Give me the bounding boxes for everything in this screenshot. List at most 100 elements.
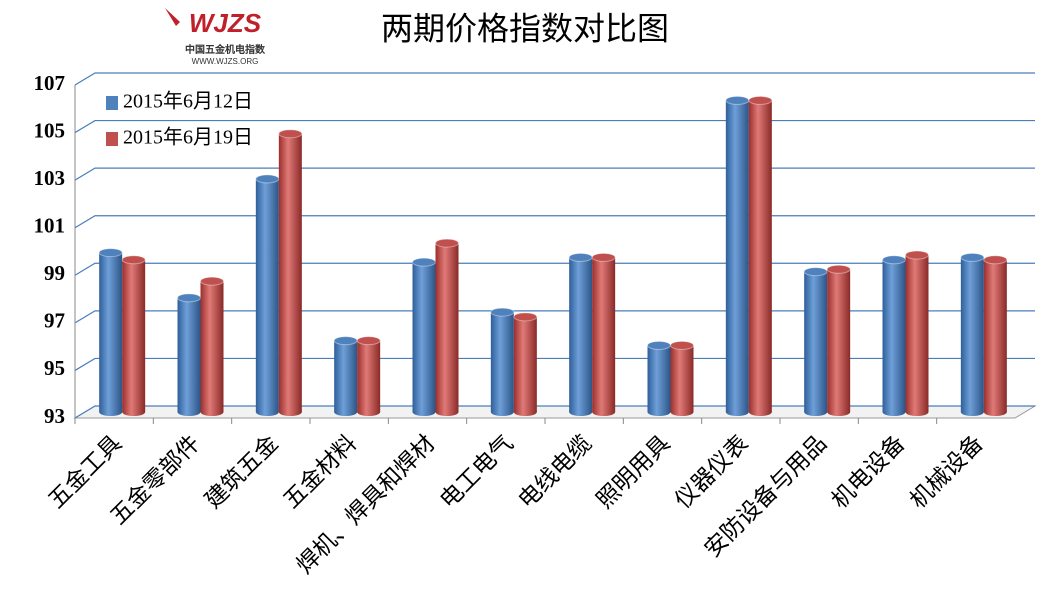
x-tick-label: 五金材料	[279, 430, 362, 513]
x-tick-label: 机电设备	[827, 430, 910, 513]
bar-top	[412, 257, 436, 267]
y-tick-label: 95	[44, 356, 65, 380]
bar-group	[670, 340, 694, 416]
bar-top	[905, 250, 929, 260]
legend-swatch	[106, 96, 118, 110]
bar-top	[356, 336, 381, 346]
bar	[255, 178, 279, 412]
bar-group	[905, 250, 929, 416]
bar-group	[882, 255, 906, 416]
bar	[960, 257, 984, 412]
grid-line	[74, 167, 1035, 181]
bar-top	[513, 312, 538, 322]
bar-group	[435, 238, 459, 416]
y-tick-label: 99	[44, 261, 65, 285]
bar	[804, 271, 828, 412]
bar-group	[200, 276, 224, 416]
bar	[670, 345, 694, 412]
bar	[983, 259, 1007, 412]
bar	[278, 133, 302, 412]
bar-top	[670, 340, 694, 350]
bar	[412, 262, 436, 412]
x-tick-label: 建筑五金	[200, 430, 283, 513]
bar-group	[121, 255, 146, 416]
logo-arrow	[165, 8, 180, 26]
bar-top	[435, 238, 459, 248]
bar	[490, 312, 514, 412]
legend-swatch	[106, 132, 118, 146]
y-tick-label: 93	[44, 404, 65, 428]
bar	[592, 257, 616, 412]
bar-top	[803, 267, 828, 277]
bar-group	[725, 95, 750, 416]
bar	[569, 257, 593, 412]
logo-name: 中国五金机电指数	[185, 43, 266, 56]
bar-top	[490, 307, 515, 317]
bar-group	[356, 336, 381, 416]
bar-top	[333, 336, 358, 346]
x-tick-label: 照明用具	[592, 430, 675, 513]
bar-top	[591, 252, 616, 262]
bar-group	[177, 293, 201, 416]
bar-group	[647, 340, 671, 416]
logo: WJZS 中国五金机电指数 WWW.WJZS.ORG	[165, 8, 266, 66]
x-tick-label: 仪器仪表	[670, 430, 753, 513]
bar	[334, 340, 358, 412]
bar-top	[725, 95, 750, 105]
bar-top	[882, 255, 906, 265]
bar	[827, 269, 851, 412]
bar-top	[647, 340, 671, 350]
grid-line	[74, 262, 1035, 276]
bar-group	[255, 174, 280, 416]
bar	[882, 259, 906, 412]
bar-group	[490, 307, 515, 416]
grid-line	[74, 405, 1035, 419]
bar	[513, 316, 537, 412]
bar-group	[960, 252, 985, 416]
bar	[200, 281, 224, 412]
bar-top	[278, 129, 303, 139]
bar-top	[121, 255, 146, 265]
x-tick-label: 电线电缆	[514, 430, 597, 513]
bar	[435, 243, 459, 412]
bar-top	[983, 255, 1008, 265]
bar	[177, 297, 201, 412]
chart-title: 两期价格指数对比图	[381, 10, 669, 46]
grid-line	[74, 119, 1035, 134]
bar-group	[983, 255, 1008, 416]
bar-group	[803, 267, 828, 416]
bar-group	[568, 252, 593, 416]
bar	[122, 259, 146, 412]
y-tick-label: 105	[34, 118, 66, 142]
bar-group	[591, 252, 616, 416]
y-tick-label: 97	[44, 309, 65, 333]
bar-group	[278, 129, 303, 416]
bar-group	[513, 312, 538, 416]
bar	[99, 252, 123, 412]
logo-site: WWW.WJZS.ORG	[192, 57, 259, 66]
bar-group	[98, 248, 123, 416]
logo-mark: WJZS	[189, 8, 262, 38]
bar-top	[826, 264, 851, 274]
bar-top	[200, 276, 224, 286]
legend-label: 2015年6月12日	[123, 90, 253, 113]
x-tick-label: 电工电气	[435, 430, 518, 513]
bar	[905, 255, 929, 412]
bar-top	[748, 95, 773, 105]
bar-top	[98, 248, 123, 258]
back-wall	[75, 73, 1035, 418]
bar-group	[748, 95, 773, 416]
y-tick-label: 103	[34, 166, 66, 190]
bar-group	[333, 336, 358, 416]
bar-top	[177, 293, 201, 303]
bar	[748, 100, 772, 413]
bar	[647, 345, 671, 412]
grid-line	[74, 310, 1035, 324]
x-tick-label: 五金工具	[44, 430, 127, 513]
grid-line	[74, 357, 1035, 371]
bar	[357, 340, 381, 412]
legend-label: 2015年6月19日	[123, 126, 253, 149]
bar-top	[960, 252, 985, 262]
